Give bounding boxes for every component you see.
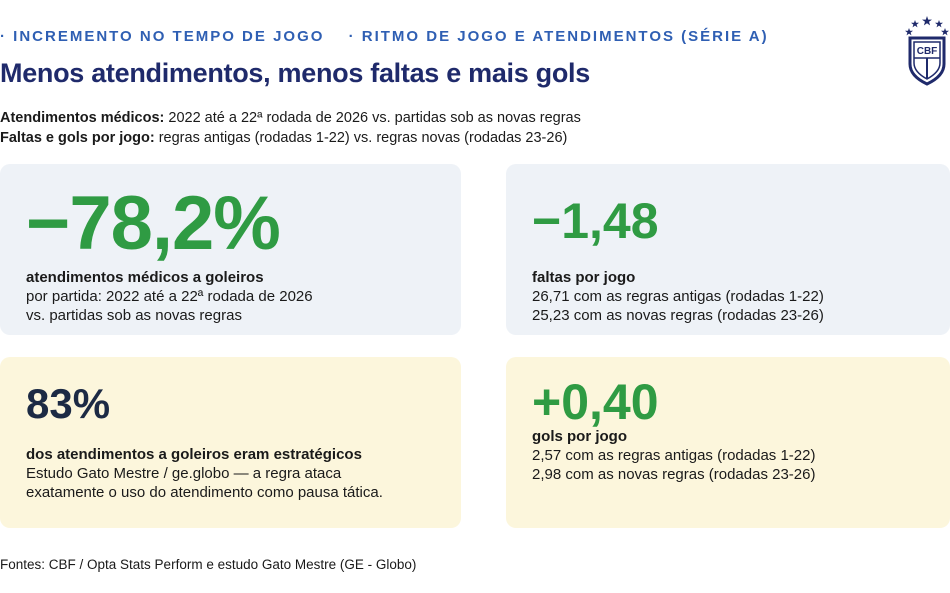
strategic-line-1: Estudo Gato Mestre / ge.globo — a regra …	[26, 465, 342, 482]
section-tags: · INCREMENTO NO TEMPO DE JOGO · RITMO DE…	[0, 28, 787, 45]
medical-label: atendimentos médicos a goleiros	[26, 269, 264, 286]
fouls-line-2: 25,23 com as novas regras (rodadas 23-26…	[532, 307, 824, 324]
card-fouls-per-game: −1,48 faltas por jogo 26,71 com as regra…	[506, 164, 950, 335]
subtitle-line-1-text: 2022 até a 22ª rodada de 2026 vs. partid…	[164, 110, 581, 126]
goals-description: gols por jogo 2,57 com as regras antigas…	[532, 427, 815, 484]
card-strategic-attendances: 83% dos atendimentos a goleiros eram est…	[0, 357, 461, 528]
subtitle-line-2-text: regras antigas (rodadas 1-22) vs. regras…	[154, 130, 568, 146]
cbf-crest-icon: CBF	[905, 16, 949, 86]
strategic-line-2: exatamente o uso do atendimento como pau…	[26, 484, 383, 501]
tag-incremento: · INCREMENTO NO TEMPO DE JOGO	[0, 28, 325, 45]
subtitle-line-1-label: Atendimentos médicos:	[0, 110, 165, 126]
medical-value: −78,2%	[26, 181, 281, 266]
fouls-label: faltas por jogo	[532, 269, 636, 286]
fouls-description: faltas por jogo 26,71 com as regras anti…	[532, 268, 824, 325]
sources-footnote: Fontes: CBF / Opta Stats Perform e estud…	[0, 557, 417, 572]
medical-line-1: por partida: 2022 até a 22ª rodada de 20…	[26, 288, 313, 305]
logo-text: CBF	[917, 46, 938, 57]
fouls-value: −1,48	[532, 193, 659, 249]
strategic-label: dos atendimentos a goleiros eram estraté…	[26, 446, 362, 463]
goals-line-1: 2,57 com as regras antigas (rodadas 1-22…	[532, 447, 816, 464]
strategic-value: 83%	[26, 380, 111, 427]
card-goals-per-game: +0,40 gols por jogo 2,57 com as regras a…	[506, 357, 950, 528]
subtitle-line-2: Faltas e gols por jogo: regras antigas (…	[0, 130, 567, 146]
goals-value: +0,40	[532, 374, 659, 430]
page-title: Menos atendimentos, menos faltas e mais …	[0, 58, 590, 88]
medical-description: atendimentos médicos a goleiros por part…	[26, 268, 313, 325]
fouls-line-1: 26,71 com as regras antigas (rodadas 1-2…	[532, 288, 824, 305]
card-medical-attendances: −78,2% atendimentos médicos a goleiros p…	[0, 164, 461, 335]
medical-line-2: vs. partidas sob as novas regras	[26, 307, 242, 324]
subtitle-line-1: Atendimentos médicos: 2022 até a 22ª rod…	[0, 110, 581, 126]
strategic-description: dos atendimentos a goleiros eram estraté…	[26, 445, 383, 502]
tag-ritmo: · RITMO DE JOGO E ATENDIMENTOS (SÉRIE A)	[348, 28, 769, 45]
subtitle-line-2-label: Faltas e gols por jogo:	[0, 130, 155, 146]
goals-label: gols por jogo	[532, 428, 627, 445]
goals-line-2: 2,98 com as novas regras (rodadas 23-26)	[532, 466, 816, 483]
